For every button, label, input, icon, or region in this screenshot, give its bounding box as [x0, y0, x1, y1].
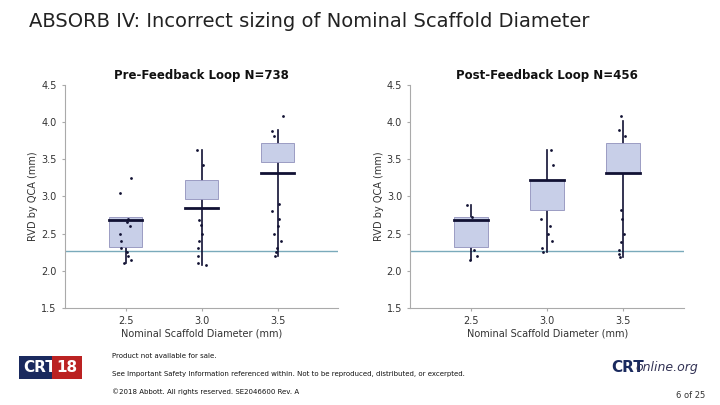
- Point: [536, 215, 547, 222]
- Point: [192, 260, 204, 266]
- Point: [618, 230, 629, 237]
- Point: [116, 238, 127, 244]
- Text: ©2018 Abbott. All rights reserved. SE2046600 Rev. A: ©2018 Abbott. All rights reserved. SE204…: [112, 388, 299, 394]
- Y-axis label: RVD by QCA (mm): RVD by QCA (mm): [374, 151, 384, 241]
- Point: [615, 239, 626, 246]
- Point: [614, 254, 626, 260]
- Point: [197, 162, 209, 168]
- Bar: [531, 180, 564, 210]
- Point: [193, 217, 204, 224]
- Point: [194, 238, 205, 244]
- Point: [616, 215, 628, 222]
- Point: [196, 230, 207, 237]
- Point: [114, 230, 126, 237]
- Point: [462, 202, 473, 209]
- Point: [125, 256, 137, 263]
- Point: [536, 245, 548, 252]
- Point: [118, 260, 130, 266]
- Point: [613, 247, 625, 253]
- Bar: [261, 143, 294, 162]
- Point: [116, 245, 127, 252]
- Point: [271, 245, 283, 252]
- Point: [537, 249, 549, 256]
- Point: [121, 249, 132, 256]
- Point: [192, 253, 204, 259]
- Point: [114, 190, 125, 196]
- Bar: [606, 143, 640, 173]
- Point: [122, 253, 134, 259]
- Point: [273, 200, 284, 207]
- Point: [270, 249, 282, 256]
- Text: CRT: CRT: [23, 360, 56, 375]
- Point: [125, 223, 136, 229]
- Point: [546, 238, 557, 244]
- Text: CRT: CRT: [612, 360, 644, 375]
- Text: ABSORB IV: Incorrect sizing of Nominal Scaffold Diameter: ABSORB IV: Incorrect sizing of Nominal S…: [29, 12, 589, 31]
- Bar: [454, 217, 488, 247]
- Point: [464, 256, 475, 263]
- Y-axis label: RVD by QCA (mm): RVD by QCA (mm): [28, 151, 38, 241]
- Point: [266, 208, 278, 215]
- Point: [471, 253, 482, 259]
- Title: Pre-Feedback Loop N=738: Pre-Feedback Loop N=738: [114, 70, 289, 83]
- Point: [268, 132, 279, 139]
- Text: online.org: online.org: [636, 361, 698, 374]
- X-axis label: Nominal Scaffold Diameter (mm): Nominal Scaffold Diameter (mm): [467, 329, 628, 339]
- Point: [272, 223, 284, 229]
- Point: [613, 126, 624, 133]
- Text: 6 of 25: 6 of 25: [676, 391, 706, 400]
- Point: [547, 162, 559, 168]
- Point: [269, 253, 281, 259]
- Title: Post-Feedback Loop N=456: Post-Feedback Loop N=456: [456, 70, 638, 83]
- Bar: [109, 217, 143, 247]
- Point: [192, 147, 203, 153]
- Bar: [185, 180, 218, 199]
- Point: [121, 219, 132, 226]
- Point: [615, 207, 626, 213]
- Point: [543, 230, 554, 237]
- Point: [195, 222, 207, 228]
- Point: [125, 175, 137, 181]
- Text: See Important Safety Information referenced within. Not to be reproduced, distri: See Important Safety Information referen…: [112, 371, 464, 377]
- Point: [122, 215, 134, 222]
- Point: [468, 247, 480, 253]
- Text: 18: 18: [56, 360, 78, 375]
- Point: [275, 238, 287, 244]
- Point: [200, 262, 212, 269]
- Point: [613, 251, 625, 258]
- Point: [277, 113, 289, 119]
- Point: [467, 214, 478, 220]
- Point: [266, 128, 278, 134]
- Text: Product not available for sale.: Product not available for sale.: [112, 353, 216, 359]
- Point: [546, 147, 557, 153]
- Point: [192, 245, 204, 252]
- Point: [273, 215, 284, 222]
- Point: [544, 223, 556, 229]
- Point: [268, 230, 279, 237]
- Point: [615, 113, 626, 119]
- Point: [618, 132, 630, 139]
- X-axis label: Nominal Scaffold Diameter (mm): Nominal Scaffold Diameter (mm): [121, 329, 282, 339]
